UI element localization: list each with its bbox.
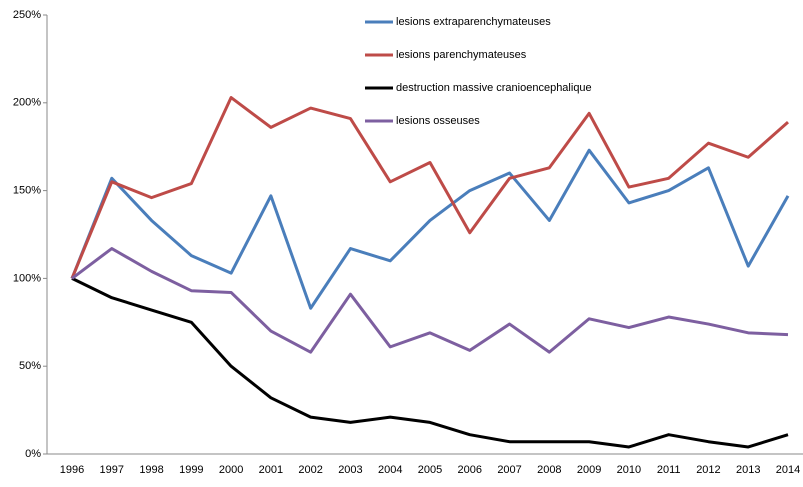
y-tick-label: 250% xyxy=(13,9,41,21)
legend-label: lesions osseuses xyxy=(396,115,480,127)
x-tick-label: 2006 xyxy=(458,464,482,476)
x-tick-label: 2014 xyxy=(776,464,800,476)
legend-label: destruction massive cranioencephalique xyxy=(396,82,592,94)
x-tick-label: 2012 xyxy=(696,464,720,476)
x-tick-label: 2002 xyxy=(298,464,322,476)
series-line xyxy=(71,277,789,449)
x-tick-label: 2011 xyxy=(657,464,681,476)
series-line xyxy=(70,96,789,279)
y-tick-label: 50% xyxy=(19,360,41,372)
x-tick-label: 2013 xyxy=(736,464,760,476)
y-tick-label: 0% xyxy=(25,448,41,460)
x-tick-label: 2000 xyxy=(219,464,243,476)
legend-label: lesions extraparenchymateuses xyxy=(396,16,551,28)
x-tick-label: 2001 xyxy=(259,464,283,476)
x-tick-label: 2007 xyxy=(497,464,521,476)
x-tick-label: 2003 xyxy=(338,464,362,476)
x-tick-label: 1999 xyxy=(179,464,203,476)
x-tick-label: 2008 xyxy=(537,464,561,476)
series-line xyxy=(71,247,789,354)
x-tick-label: 1997 xyxy=(100,464,124,476)
series-line xyxy=(70,148,790,310)
x-tick-label: 1996 xyxy=(60,464,84,476)
x-tick-label: 2005 xyxy=(418,464,442,476)
x-tick-label: 2004 xyxy=(378,464,402,476)
x-tick-label: 2009 xyxy=(577,464,601,476)
x-tick-label: 1998 xyxy=(139,464,163,476)
y-tick-label: 100% xyxy=(13,272,41,284)
x-tick-label: 2010 xyxy=(617,464,641,476)
y-tick-label: 150% xyxy=(13,185,41,197)
legend-label: lesions parenchymateuses xyxy=(396,49,527,61)
y-tick-label: 200% xyxy=(13,97,41,109)
